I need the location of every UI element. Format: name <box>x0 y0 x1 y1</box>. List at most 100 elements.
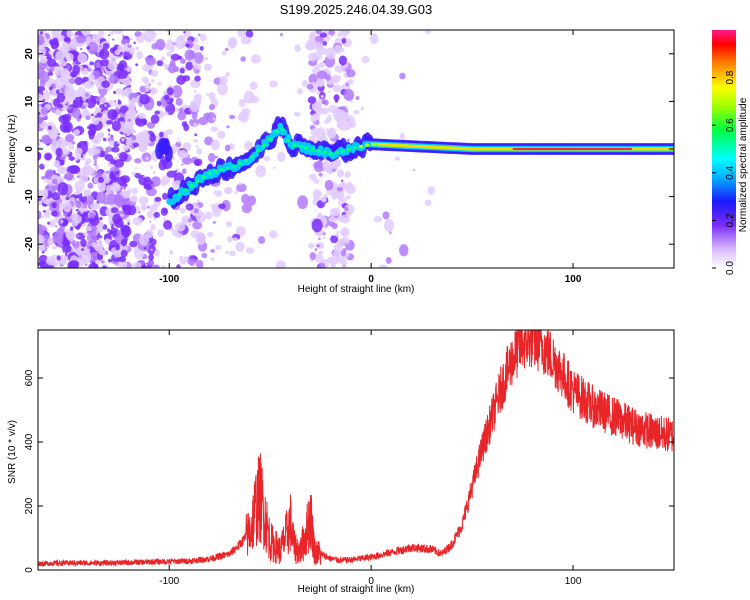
ridge-core <box>340 149 346 153</box>
noise-speckle <box>156 60 164 67</box>
heatmap-x-ticks: -100 0 100 <box>159 30 582 285</box>
noise-speckle <box>320 94 324 99</box>
noise-speckle <box>138 144 148 153</box>
noise-speckle <box>108 75 119 84</box>
noise-speckle <box>145 156 149 161</box>
noise-speckle <box>64 84 75 97</box>
noise-speckle <box>115 244 120 251</box>
noise-speckle <box>132 142 139 148</box>
noise-speckle <box>85 115 91 121</box>
noise-speckle <box>199 99 202 103</box>
noise-speckle <box>98 185 102 189</box>
noise-speckle <box>424 199 432 206</box>
noise-speckle <box>138 130 150 145</box>
noise-speckle <box>210 257 215 261</box>
noise-speckle <box>345 195 351 200</box>
noise-speckle <box>92 174 96 178</box>
noise-speckle <box>247 195 257 206</box>
noise-speckle <box>75 157 79 161</box>
noise-speckle <box>53 232 64 244</box>
noise-speckle <box>84 263 88 266</box>
noise-speckle <box>313 119 317 123</box>
noise-speckle <box>213 190 217 195</box>
noise-speckle <box>123 88 129 94</box>
noise-speckle <box>38 200 43 206</box>
noise-speckle <box>208 104 216 111</box>
heatmap-y-tick-label: 0 <box>24 146 35 152</box>
heatmap-y-tick-label: -20 <box>24 237 35 252</box>
noise-speckle <box>89 61 95 66</box>
noise-speckle <box>382 211 390 220</box>
noise-speckle <box>353 109 360 115</box>
ridge-core <box>182 188 188 192</box>
noise-speckle <box>48 127 60 140</box>
noise-speckle <box>72 176 76 181</box>
noise-speckle <box>66 30 74 38</box>
noise-speckle <box>71 242 76 247</box>
noise-speckle <box>237 30 247 38</box>
noise-speckle <box>41 175 47 180</box>
noise-speckle <box>90 113 94 117</box>
noise-speckle <box>157 229 165 237</box>
noise-speckle <box>102 265 107 268</box>
noise-speckle <box>127 188 133 195</box>
ridge-core <box>195 179 200 184</box>
ridge-core <box>249 154 255 159</box>
noise-speckle <box>127 205 137 216</box>
noise-speckle <box>130 195 138 203</box>
noise-speckle <box>331 76 339 85</box>
noise-speckle <box>53 160 61 168</box>
noise-speckle <box>90 202 101 210</box>
noise-speckle <box>314 248 318 252</box>
noise-speckle <box>43 116 47 120</box>
noise-speckle <box>215 190 223 197</box>
heatmap-x-tick-label: 100 <box>565 274 582 285</box>
noise-speckle <box>269 230 278 239</box>
noise-speckle <box>87 182 94 189</box>
noise-speckle <box>333 94 340 101</box>
noise-speckle <box>80 154 84 158</box>
noise-speckle <box>152 171 156 174</box>
noise-speckle <box>46 255 55 266</box>
snr-y-tick-label: 600 <box>24 369 35 386</box>
ridge-core <box>358 144 364 149</box>
snr-frame <box>37 329 675 571</box>
signal-ridge-layer <box>155 116 674 209</box>
noise-speckle <box>328 30 336 36</box>
noise-speckle <box>115 87 123 96</box>
noise-speckle <box>308 59 318 67</box>
noise-speckle <box>79 48 83 50</box>
noise-speckle <box>389 231 392 235</box>
noise-speckle <box>318 262 326 268</box>
noise-speckle <box>102 224 108 230</box>
noise-speckle <box>127 222 130 225</box>
noise-speckle <box>122 137 125 140</box>
noise-speckle <box>166 51 172 57</box>
noise-speckle <box>38 233 45 246</box>
noise-speckle <box>40 107 48 115</box>
noise-speckle <box>194 75 201 82</box>
noise-speckle <box>241 203 253 214</box>
noise-speckle <box>119 256 127 263</box>
noise-speckle <box>96 101 100 105</box>
noise-speckle <box>318 237 321 241</box>
noise-speckle <box>106 125 109 128</box>
noise-speckle <box>62 244 72 253</box>
noise-speckle <box>58 46 63 52</box>
noise-speckle <box>104 234 108 237</box>
noise-speckle <box>162 91 168 96</box>
noise-speckle <box>64 103 67 106</box>
noise-speckle <box>74 76 83 86</box>
noise-speckle <box>313 178 320 184</box>
noise-speckle <box>334 65 346 73</box>
noise-speckle <box>111 223 114 226</box>
noise-speckle <box>124 110 136 119</box>
noise-speckle <box>323 194 328 198</box>
noise-speckle <box>96 153 100 157</box>
noise-speckle <box>143 247 147 250</box>
noise-speckle <box>55 71 59 75</box>
snr-y-ticks: 0 200 400 600 <box>24 369 674 573</box>
colorbar-tick-label: 0.0 <box>725 261 736 275</box>
noise-speckle <box>340 258 348 266</box>
